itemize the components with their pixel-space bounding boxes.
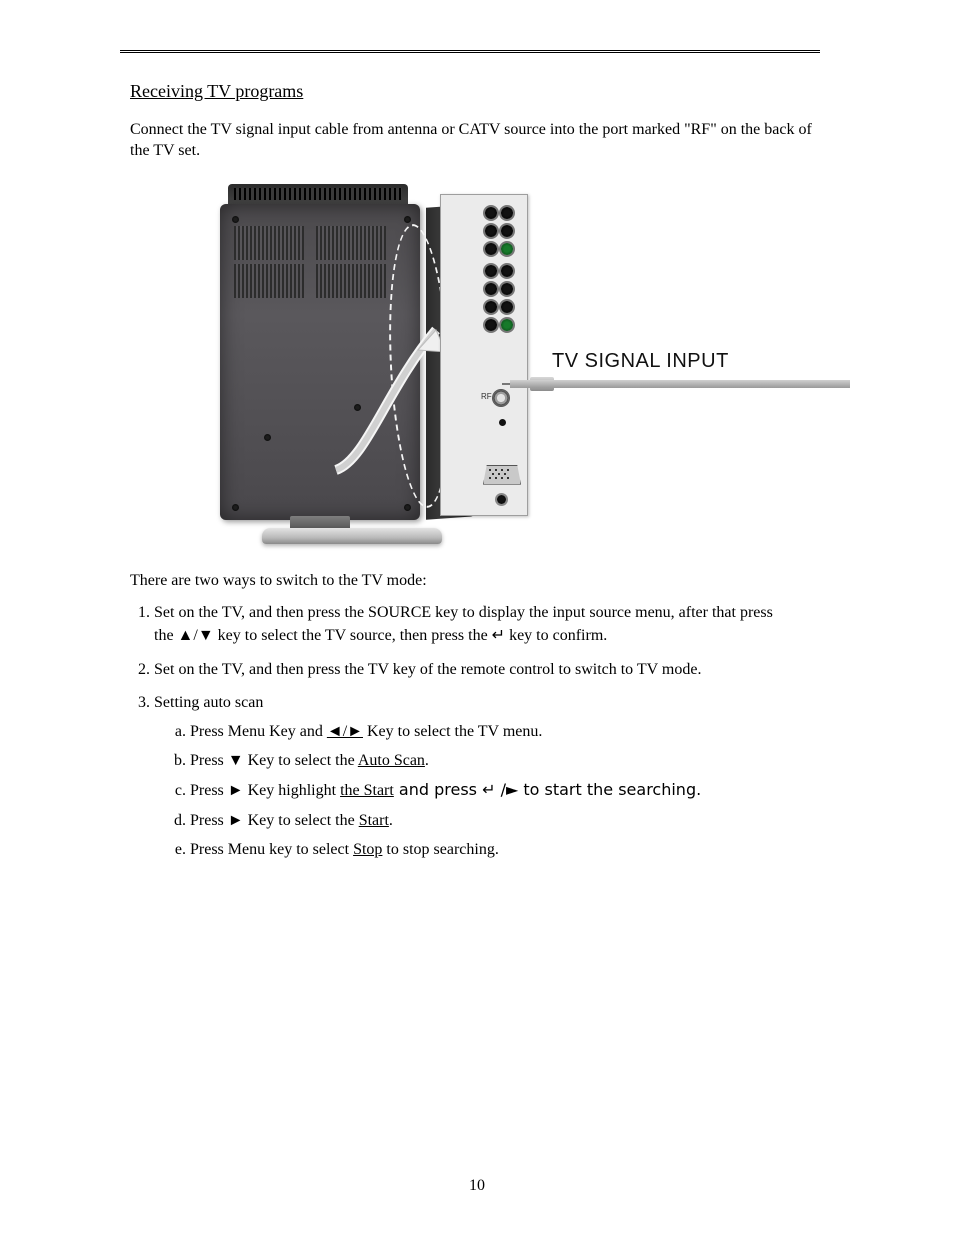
mode-switch-intro: There are two ways to switch to the TV m… <box>130 570 834 592</box>
signal-input-label: TV SIGNAL INPUT <box>552 350 729 373</box>
audio-jack-icon <box>497 495 506 504</box>
rca-pair-icon <box>485 207 515 221</box>
header-double-rule <box>120 50 820 53</box>
connection-figure: RF TV SIGNAL INPUT <box>130 180 830 552</box>
step-3: Setting auto scan Press Menu Key and ◄/►… <box>154 691 794 861</box>
substep-c: Press ► Key highlight the Start and pres… <box>190 778 794 802</box>
section-title: Receiving TV programs <box>130 81 834 102</box>
rca-pair-icon <box>485 265 515 279</box>
port-detail-panel: RF <box>440 194 528 516</box>
tv-back-illustration <box>220 184 436 542</box>
rca-pair-icon <box>485 243 515 257</box>
rca-pair-icon <box>485 301 515 315</box>
small-port-icon <box>499 419 506 426</box>
substep-d: Press ► Key to select the Start. <box>190 809 794 832</box>
step-2: Set on the TV, and then press the TV key… <box>154 658 794 681</box>
substep-e: Press Menu key to select Stop to stop se… <box>190 838 794 861</box>
step-3-lead: Setting auto scan <box>154 694 263 711</box>
intro-text: Connect the TV signal input cable from a… <box>130 120 834 162</box>
substep-a: Press Menu Key and ◄/► Key to select the… <box>190 720 794 743</box>
rf-port-label: RF <box>481 392 492 401</box>
signal-cable <box>510 380 850 388</box>
step-1: Set on the TV, and then press the SOURCE… <box>154 601 794 647</box>
rf-port-icon <box>493 390 509 406</box>
manual-page: Receiving TV programs Connect the TV sig… <box>0 0 954 1235</box>
instruction-list: Set on the TV, and then press the SOURCE… <box>154 601 794 861</box>
step-3-sublist: Press Menu Key and ◄/► Key to select the… <box>154 720 794 861</box>
rca-pair-icon <box>485 283 515 297</box>
page-number: 10 <box>120 1177 834 1195</box>
rca-pair-icon <box>485 225 515 239</box>
rca-pair-icon <box>485 319 515 333</box>
substep-b: Press ▼ Key to select the Auto Scan. <box>190 749 794 772</box>
